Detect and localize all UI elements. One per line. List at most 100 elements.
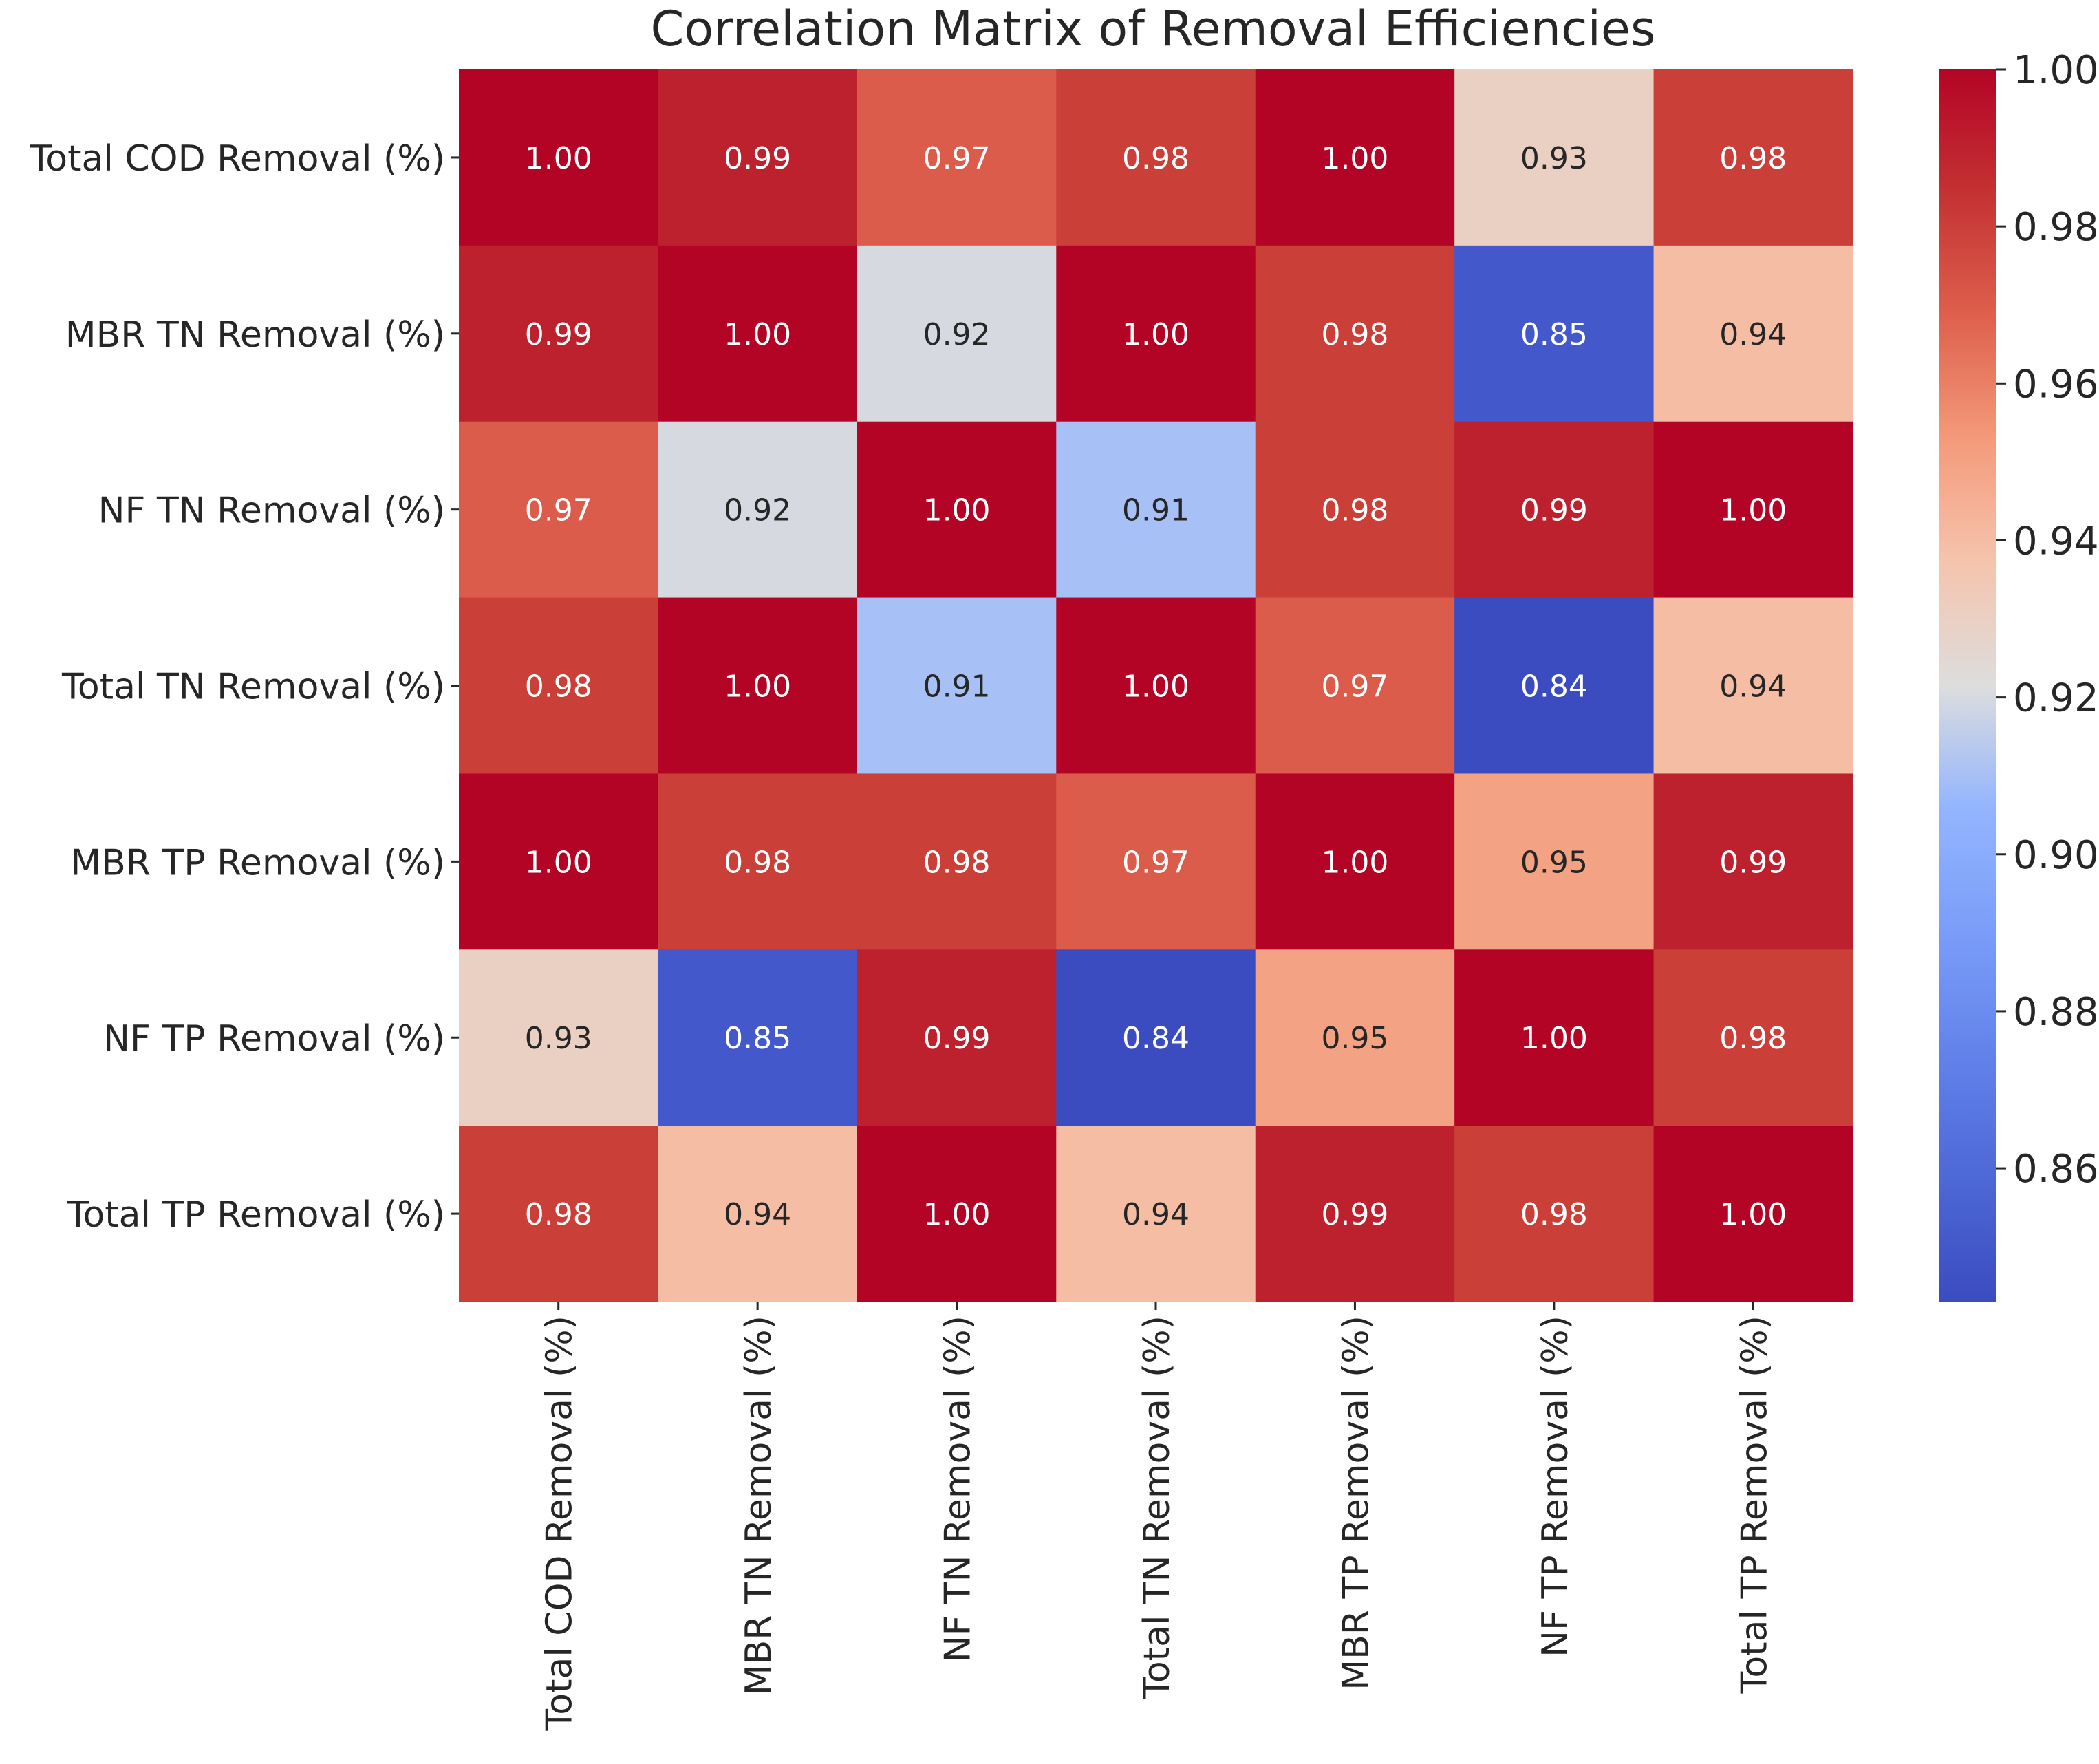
heatmap-cell <box>1653 773 1853 950</box>
colorbar-tick-label: 0.86 <box>2013 1147 2099 1192</box>
row-label: NF TN Removal (%) <box>98 491 445 532</box>
cell-value-label: 0.99 <box>923 1021 991 1056</box>
column-label: Total TP Removal (%) <box>1734 1315 1775 1694</box>
colorbar-tick-label: 0.94 <box>2013 519 2099 563</box>
heatmap-cell <box>1653 949 1853 1126</box>
heatmap-cell <box>1056 949 1256 1126</box>
column-label: MBR TP Removal (%) <box>1335 1315 1377 1690</box>
cell-value-label: 0.98 <box>525 669 592 704</box>
cell-value-label: 1.00 <box>1719 493 1787 528</box>
heatmap-cell <box>459 421 659 599</box>
cell-value-label: 0.85 <box>1520 317 1588 352</box>
cell-value-label: 0.93 <box>1520 141 1588 176</box>
heatmap-cell <box>857 1126 1057 1302</box>
heatmap-cells: 1.00 0.99 0.97 0.98 1.00 0.93 0.98 0.99 1.00 0.92… <box>459 69 1853 1302</box>
cell-value-label: 0.91 <box>1122 493 1190 528</box>
cell-value-label: 0.98 <box>525 1197 592 1232</box>
cell-value-label: 1.00 <box>525 845 592 880</box>
colorbar-tick-label: 0.96 <box>2013 362 2099 407</box>
heatmap-cell <box>658 949 858 1126</box>
heatmap-cell <box>1056 773 1256 950</box>
heatmap-cell <box>1255 245 1455 422</box>
cell-value-label: 0.99 <box>1719 845 1787 880</box>
heatmap-cell <box>857 949 1057 1126</box>
heatmap-cell <box>658 773 858 950</box>
cell-value-label: 0.84 <box>1122 1021 1190 1056</box>
row-label: Total COD Removal (%) <box>29 138 445 180</box>
cell-value-label: 1.00 <box>1122 669 1190 704</box>
heatmap-cell <box>1653 421 1853 599</box>
heatmap-cell <box>459 1126 659 1302</box>
heatmap-cell <box>1454 773 1655 950</box>
cell-value-label: 0.84 <box>1520 669 1588 704</box>
heatmap-cell <box>1255 949 1455 1126</box>
cell-value-label: 0.98 <box>923 845 991 880</box>
column-label: NF TN Removal (%) <box>938 1315 979 1662</box>
cell-value-label: 0.94 <box>1719 317 1787 352</box>
heatmap-cell <box>1056 597 1256 775</box>
chart-title: Correlation Matrix of Removal Efficienci… <box>651 1 1656 57</box>
heatmap-cell <box>658 421 858 599</box>
cell-value-label: 0.94 <box>1122 1197 1190 1232</box>
cell-value-label: 1.00 <box>1719 1197 1787 1232</box>
heatmap-cell <box>1454 245 1655 422</box>
cell-value-label: 0.95 <box>1520 845 1588 880</box>
heatmap-cell <box>459 69 659 246</box>
cell-value-label: 0.98 <box>724 845 791 880</box>
cell-value-label: 1.00 <box>923 1197 991 1232</box>
cell-value-label: 1.00 <box>1321 141 1388 176</box>
heatmap-cell <box>1454 421 1655 599</box>
cell-value-label: 0.98 <box>1719 141 1787 176</box>
cell-value-label: 0.95 <box>1321 1021 1388 1056</box>
cell-value-label: 0.94 <box>1719 669 1787 704</box>
cell-value-label: 0.98 <box>1719 1021 1787 1056</box>
cell-value-label: 1.00 <box>1122 317 1190 352</box>
cell-value-label: 1.00 <box>724 317 791 352</box>
heatmap-cell <box>857 69 1057 246</box>
cell-value-label: 0.99 <box>1520 493 1588 528</box>
heatmap-cell <box>857 597 1057 775</box>
cell-value-label: 1.00 <box>724 669 791 704</box>
cell-value-label: 0.98 <box>1520 1197 1588 1232</box>
heatmap-cell <box>1255 773 1455 950</box>
colorbar-tick-label: 0.88 <box>2013 990 2099 1035</box>
heatmap-cell <box>1653 245 1853 422</box>
cell-value-label: 0.99 <box>525 317 592 352</box>
column-label: Total COD Removal (%) <box>539 1315 581 1732</box>
cell-value-label: 0.92 <box>923 317 991 352</box>
colorbar-bar <box>1939 69 1996 1302</box>
cell-value-label: 0.97 <box>1122 845 1190 880</box>
heatmap-cell <box>658 1126 858 1302</box>
cell-value-label: 0.99 <box>1321 1197 1388 1232</box>
cell-value-label: 0.94 <box>724 1197 791 1232</box>
cell-value-label: 0.98 <box>1321 493 1388 528</box>
cell-value-label: 0.98 <box>1321 317 1388 352</box>
heatmap-cell <box>459 773 659 950</box>
column-label: Total TN Removal (%) <box>1137 1315 1178 1699</box>
heatmap-cell <box>1255 1126 1455 1302</box>
row-label: MBR TN Removal (%) <box>65 314 445 356</box>
colorbar-tick-label: 1.00 <box>2013 48 2099 93</box>
heatmap-cell <box>1454 1126 1655 1302</box>
heatmap-cell <box>1056 245 1256 422</box>
heatmap-cell <box>1454 949 1655 1126</box>
cell-value-label: 0.97 <box>525 493 592 528</box>
heatmap-cell <box>658 69 858 246</box>
cell-value-label: 1.00 <box>525 141 592 176</box>
heatmap-cell <box>1653 597 1853 775</box>
heatmap-cell <box>1454 69 1655 246</box>
column-label: MBR TN Removal (%) <box>738 1315 779 1695</box>
cell-value-label: 0.97 <box>1321 669 1388 704</box>
column-labels: Total COD Removal (%) MBR TN Removal (%) N… <box>539 1302 1775 1732</box>
heatmap-cell <box>1255 69 1455 246</box>
row-label: Total TP Removal (%) <box>67 1194 445 1236</box>
cell-value-label: 1.00 <box>1520 1021 1588 1056</box>
cell-value-label: 1.00 <box>923 493 991 528</box>
row-label: NF TP Removal (%) <box>103 1018 445 1060</box>
cell-value-label: 1.00 <box>1321 845 1388 880</box>
heatmap-cell <box>1255 597 1455 775</box>
row-labels: Total COD Removal (%) MBR TN Removal (%) N… <box>29 138 459 1236</box>
heatmap-cell <box>1056 69 1256 246</box>
